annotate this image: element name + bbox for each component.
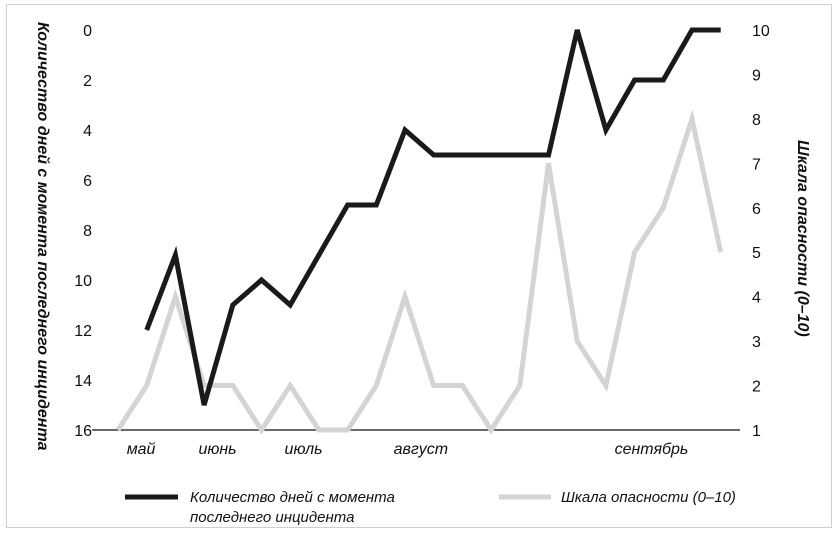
left-axis-title: Количество дней с момента последнего инц… <box>34 22 51 451</box>
right-tick-label: 8 <box>752 112 761 129</box>
left-tick-label: 4 <box>83 123 92 140</box>
left-tick-label: 6 <box>83 173 92 190</box>
right-axis-ticks: 10 9 8 7 6 5 4 3 2 1 <box>752 23 770 440</box>
month-label: май <box>127 441 156 458</box>
legend-label-days-line1: Количество дней с момента <box>190 489 395 506</box>
legend: Количество дней с момента последнего инц… <box>125 489 736 526</box>
month-label: август <box>394 441 448 458</box>
left-tick-label: 0 <box>83 23 92 40</box>
series-line-severity <box>115 109 724 435</box>
right-tick-label: 6 <box>752 201 761 218</box>
left-axis-ticks: 0 2 4 6 8 10 12 14 16 <box>74 23 92 440</box>
chart-frame <box>6 4 832 528</box>
left-tick-label: 12 <box>74 323 92 340</box>
month-label: сентябрь <box>615 441 689 458</box>
right-tick-label: 2 <box>752 379 761 396</box>
left-tick-label: 16 <box>74 423 92 440</box>
series-layer <box>115 27 724 435</box>
month-label: июль <box>285 441 323 458</box>
left-tick-label: 8 <box>83 223 92 240</box>
left-tick-label: 14 <box>74 373 92 390</box>
month-labels: май июнь июль август сентябрь <box>127 441 689 458</box>
right-tick-label: 5 <box>752 245 761 262</box>
month-label: июнь <box>198 441 236 458</box>
right-tick-label: 10 <box>752 23 770 40</box>
right-tick-label: 9 <box>752 67 761 84</box>
right-tick-label: 1 <box>752 423 761 440</box>
left-tick-label: 2 <box>83 73 92 90</box>
legend-label-severity: Шкала опасности (0–10) <box>561 489 736 506</box>
series-line-days <box>144 27 721 406</box>
legend-label-days-line2: последнего инцидента <box>190 509 354 526</box>
right-tick-label: 3 <box>752 334 761 351</box>
right-tick-label: 4 <box>752 290 761 307</box>
right-axis-title: Шкала опасности (0–10) <box>794 140 811 337</box>
left-tick-label: 10 <box>74 273 92 290</box>
right-tick-label: 7 <box>752 156 761 173</box>
